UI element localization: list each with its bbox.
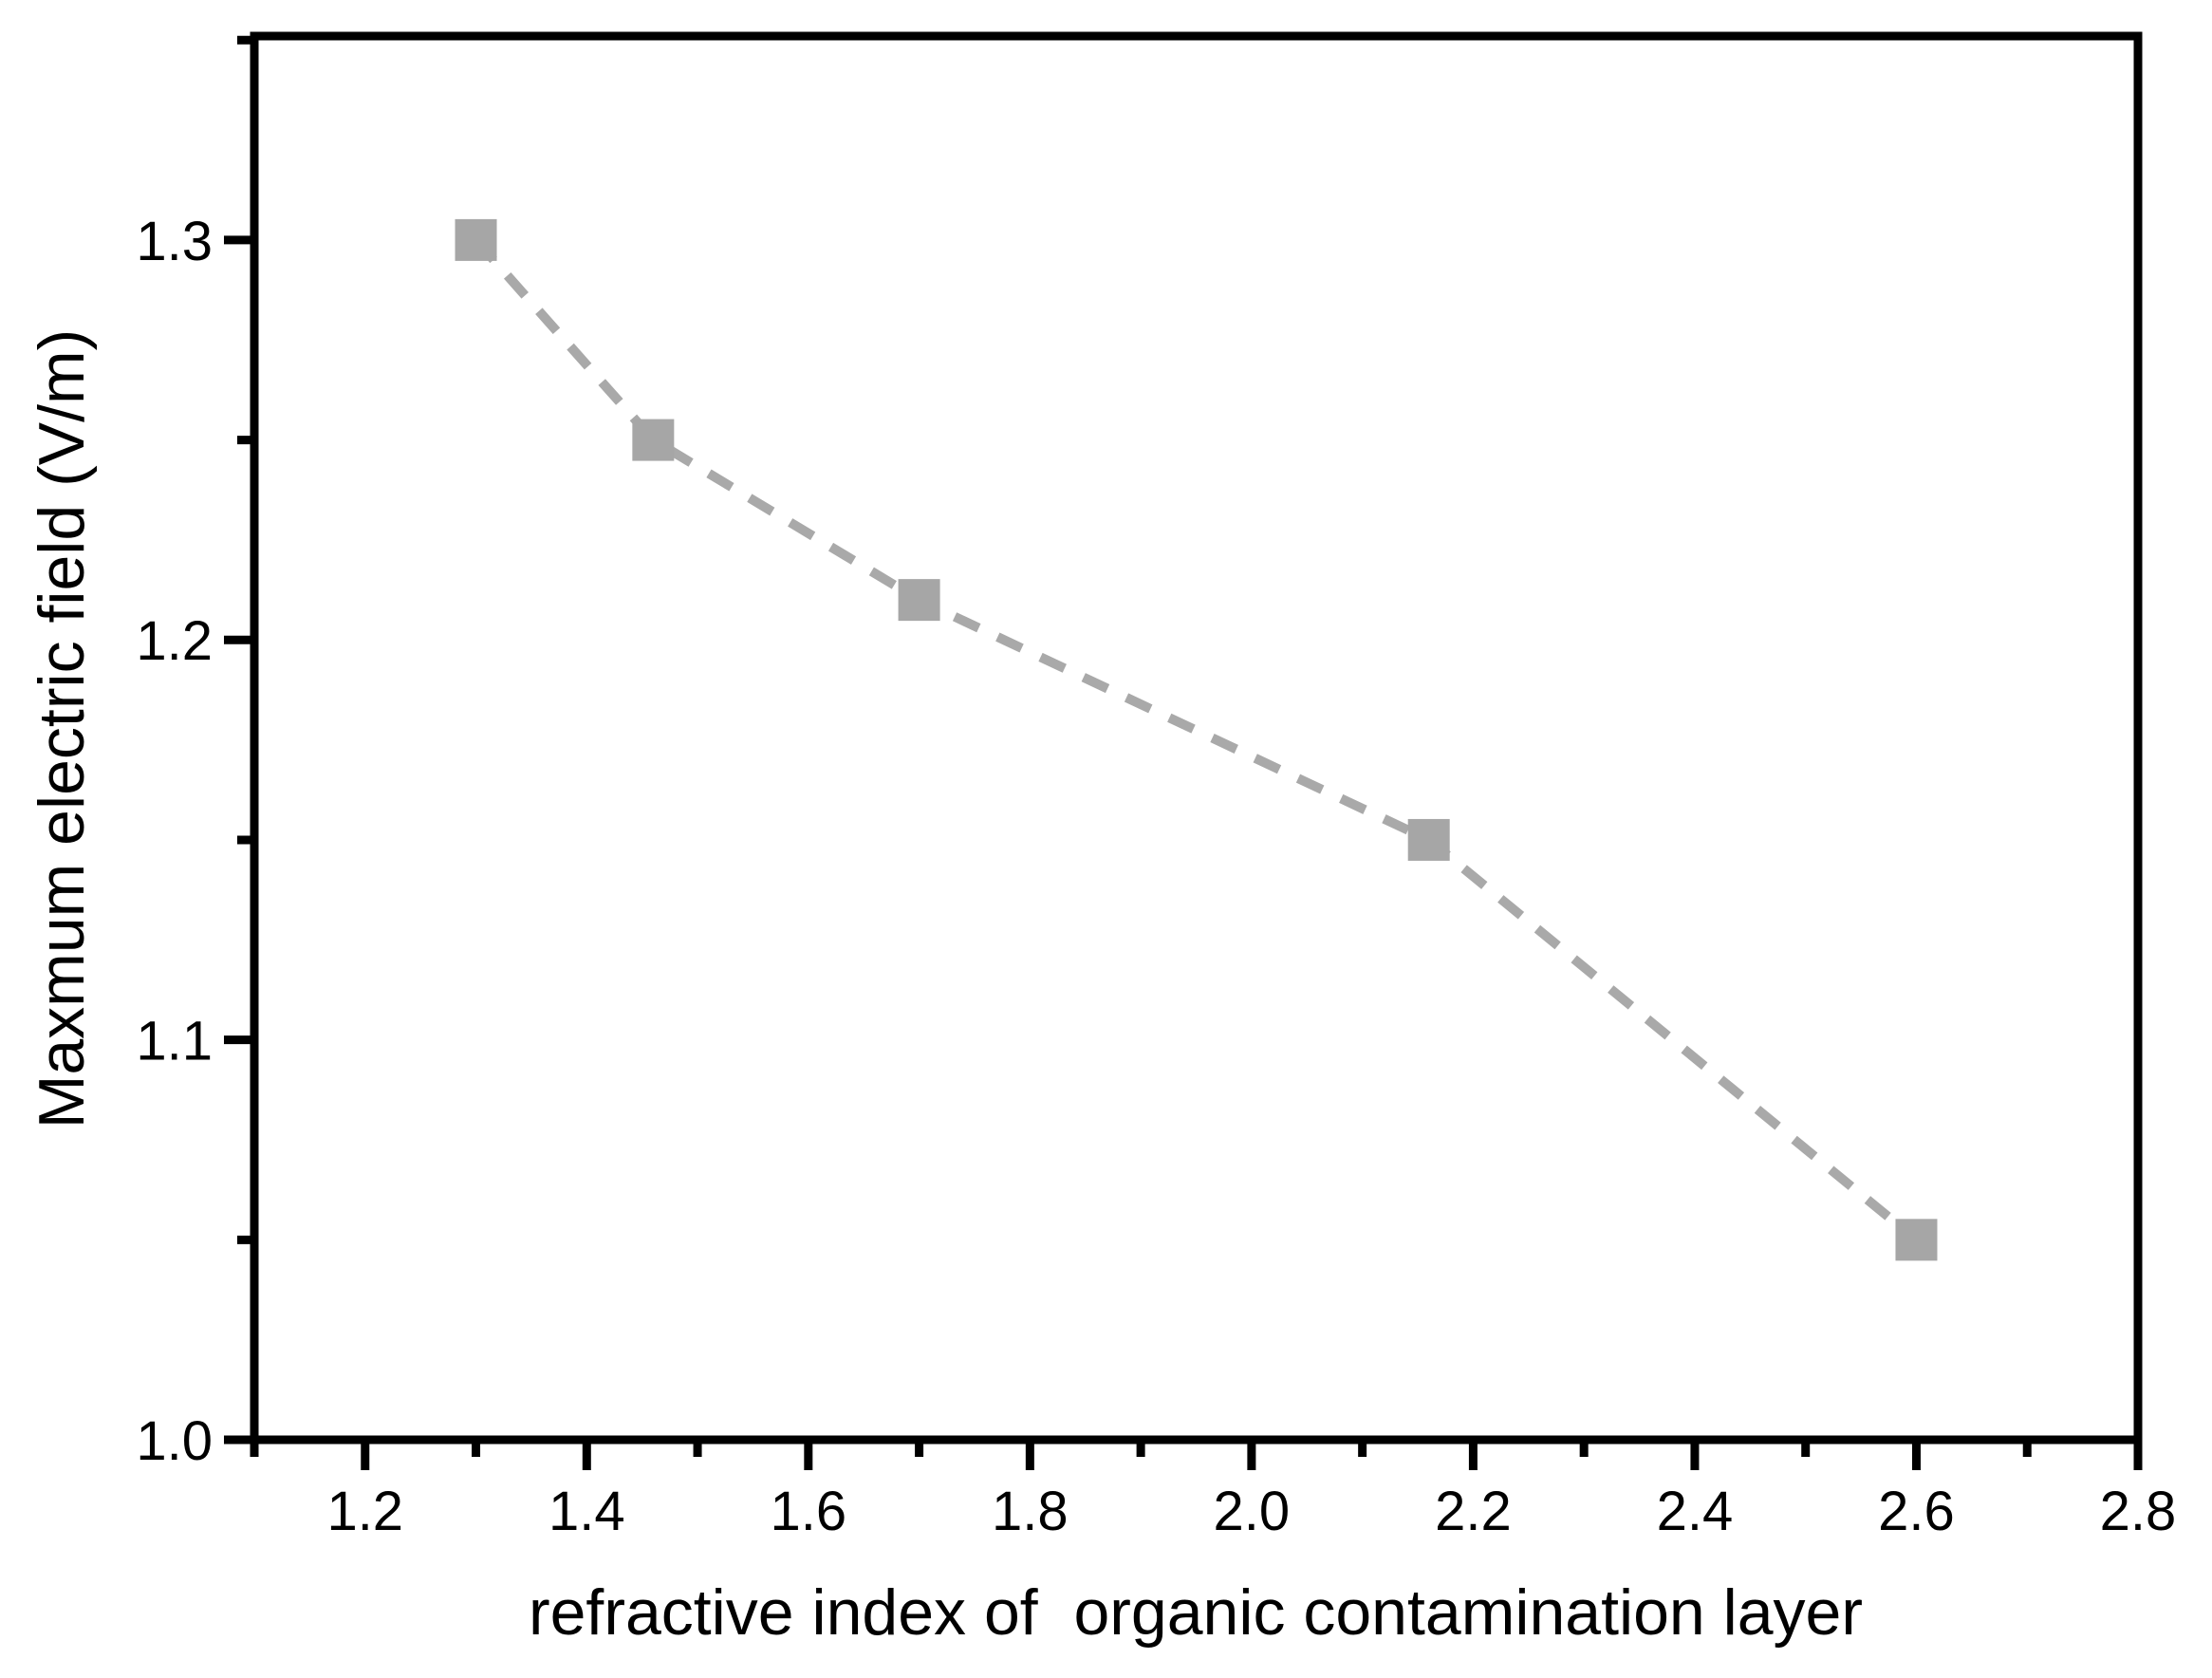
x-tick-label: 2.8 (2100, 1481, 2177, 1542)
data-point-marker (1407, 818, 1450, 861)
x-tick-label: 1.6 (771, 1481, 847, 1542)
data-point-marker (455, 218, 497, 261)
data-point-marker (1895, 1219, 1938, 1261)
y-tick-label: 1.3 (136, 211, 213, 272)
x-tick-label: 1.2 (326, 1481, 403, 1542)
y-tick-label: 1.2 (136, 610, 213, 672)
plot-frame (250, 31, 2143, 1445)
x-tick-label: 2.6 (1878, 1481, 1955, 1542)
x-axis-title: refractive index of organic contaminatio… (529, 1576, 1863, 1649)
data-series-line (472, 236, 1920, 1244)
x-tick-label: 1.8 (992, 1481, 1069, 1542)
y-tick-label: 1.1 (136, 1011, 213, 1072)
y-tick-label: 1.0 (136, 1410, 213, 1472)
data-point-marker (898, 579, 940, 622)
x-tick-label: 2.4 (1657, 1481, 1734, 1542)
plot-generated-content: 1.2 1.4 1.6 1.8 2.0 2.2 2.4 2.6 2.8 1.0 1.1 1.2 1.3 (136, 31, 2177, 1542)
x-tick-label: 2.0 (1214, 1481, 1291, 1542)
data-point-marker (632, 419, 675, 461)
x-tick-label: 1.4 (548, 1481, 625, 1542)
x-tick-label: 2.2 (1435, 1481, 1512, 1542)
y-axis-title: Maxmum electric field (V/m) (26, 329, 98, 1129)
